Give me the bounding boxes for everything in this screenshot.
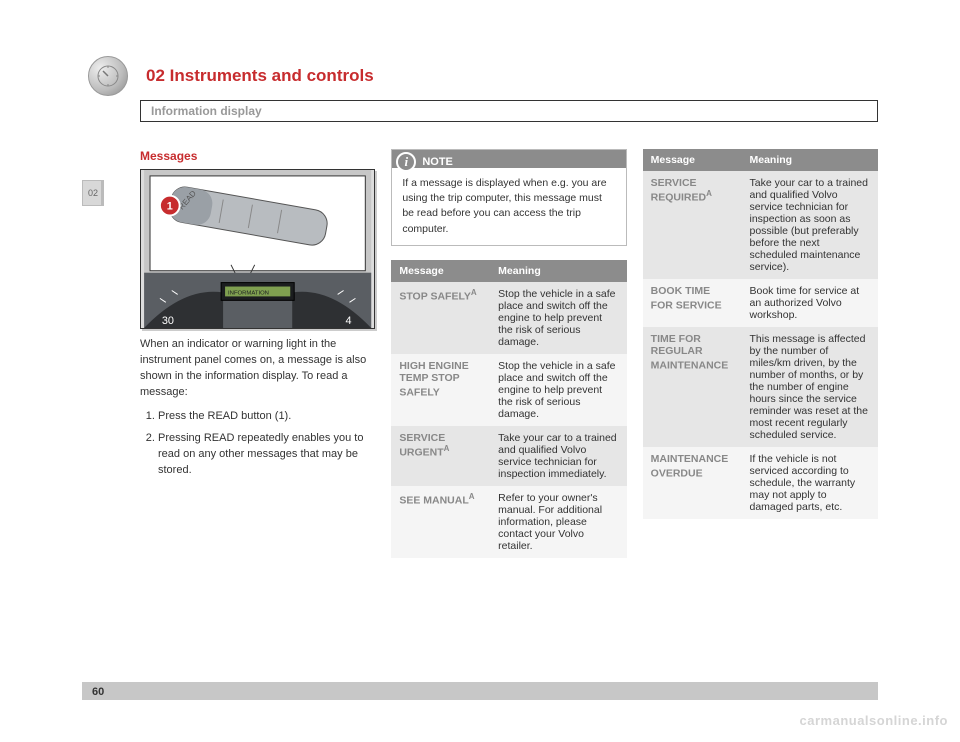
- step-2: Pressing READ repeatedly enables you to …: [158, 431, 375, 479]
- stalk-illustration: READ 1 30 4 I: [140, 169, 375, 329]
- table-row: STOP SAFELYA Stop the vehicle in a safe …: [391, 282, 626, 354]
- column-2: i NOTE If a message is displayed when e.…: [391, 149, 626, 662]
- chapter-title: 02 Instruments and controls: [146, 66, 374, 86]
- msg-meaning: Stop the vehicle in a safe place and swi…: [490, 354, 627, 426]
- note-body: If a message is displayed when e.g. you …: [392, 168, 625, 245]
- message-table-a: Message Meaning STOP SAFELYA Stop the ve…: [391, 260, 626, 558]
- th-message: Message: [643, 149, 742, 171]
- msg-sup: A: [444, 444, 450, 453]
- section-title: Information display: [140, 100, 878, 122]
- msg-meaning: If the vehicle is not serviced according…: [741, 447, 878, 519]
- table-row: SERVICE URGENTA Take your car to a train…: [391, 426, 626, 486]
- msg-sup: A: [706, 189, 712, 198]
- msg-name: BOOK TIME FOR SERVICE: [651, 285, 722, 312]
- content: Messages READ: [140, 149, 878, 662]
- page-number: 60: [92, 686, 104, 698]
- th-message: Message: [391, 260, 490, 282]
- page: 02 Instruments and controls Information …: [0, 0, 960, 742]
- svg-text:1: 1: [167, 201, 173, 213]
- footer-band: [82, 682, 878, 700]
- watermark: carmanualsonline.info: [800, 713, 948, 728]
- steps-list: Press the READ button (1). Pressing READ…: [140, 409, 375, 479]
- msg-name: MAINTENANCE OVERDUE: [651, 453, 729, 480]
- msg-name: TIME FOR REGULAR MAINTENANCE: [651, 333, 729, 372]
- gauge-icon: [88, 56, 128, 96]
- table-row: BOOK TIME FOR SERVICE Book time for serv…: [643, 279, 878, 327]
- msg-name: STOP SAFELY: [399, 290, 471, 302]
- msg-meaning: Refer to your owner's manual. For additi…: [490, 486, 627, 558]
- side-tab: 02: [82, 180, 104, 206]
- msg-sup: A: [471, 288, 477, 297]
- intro-text: When an indicator or warning light in th…: [140, 337, 375, 401]
- msg-meaning: Take your car to a trained and qualified…: [490, 426, 627, 486]
- table-row: TIME FOR REGULAR MAINTENANCE This messag…: [643, 327, 878, 447]
- section-title-text: Information display: [151, 104, 262, 118]
- table-row: SERVICE REQUIREDA Take your car to a tra…: [643, 171, 878, 279]
- msg-name: SEE MANUAL: [399, 494, 468, 506]
- msg-meaning: Stop the vehicle in a safe place and swi…: [490, 282, 627, 354]
- th-meaning: Meaning: [741, 149, 878, 171]
- column-3: Message Meaning SERVICE REQUIREDA Take y…: [643, 149, 878, 662]
- msg-meaning: Take your car to a trained and qualified…: [741, 171, 878, 279]
- th-meaning: Meaning: [490, 260, 627, 282]
- svg-text:4: 4: [346, 315, 352, 327]
- side-tab-text: 02: [88, 188, 98, 198]
- table-row: HIGH ENGINE TEMP STOP SAFELY Stop the ve…: [391, 354, 626, 426]
- note-heading: i NOTE: [392, 150, 625, 168]
- message-table-b: Message Meaning SERVICE REQUIREDA Take y…: [643, 149, 878, 519]
- msg-name: HIGH ENGINE TEMP STOP SAFELY: [399, 360, 468, 399]
- note-label: NOTE: [422, 156, 453, 168]
- msg-name: SERVICE URGENT: [399, 432, 445, 459]
- msg-sup: A: [469, 492, 475, 501]
- msg-meaning: Book time for service at an authorized V…: [741, 279, 878, 327]
- msg-meaning: This message is affected by the number o…: [741, 327, 878, 447]
- column-1: Messages READ: [140, 149, 375, 662]
- svg-text:30: 30: [162, 315, 174, 327]
- header-band: 02 Instruments and controls: [82, 62, 878, 90]
- table-row: MAINTENANCE OVERDUE If the vehicle is no…: [643, 447, 878, 519]
- messages-heading: Messages: [140, 149, 375, 163]
- step-1: Press the READ button (1).: [158, 409, 375, 425]
- note-box: i NOTE If a message is displayed when e.…: [391, 149, 626, 246]
- svg-text:INFORMATION: INFORMATION: [228, 290, 269, 296]
- table-row: SEE MANUALA Refer to your owner's manual…: [391, 486, 626, 558]
- msg-name: SERVICE REQUIRED: [651, 177, 706, 204]
